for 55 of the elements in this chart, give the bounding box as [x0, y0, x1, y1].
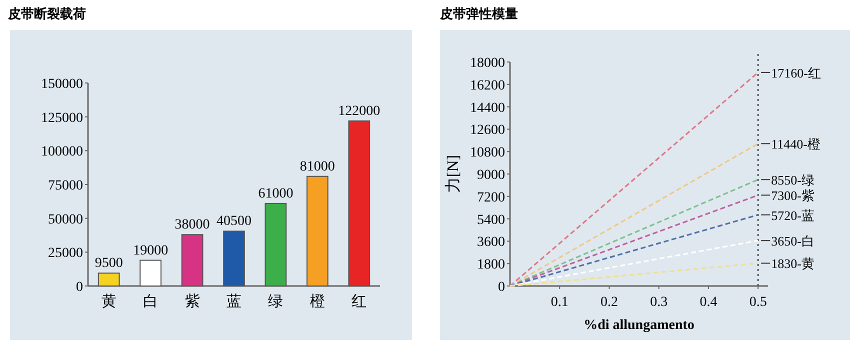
y-tick-label: 25000: [48, 246, 83, 262]
x-tick-label: 黄: [101, 293, 116, 310]
data-label: 38000: [174, 218, 210, 233]
y-tick-label: 0: [498, 280, 505, 295]
y-tick-label: 100000: [41, 144, 83, 160]
y-tick-label: 10800: [470, 146, 505, 161]
data-label: 9500: [94, 256, 123, 272]
y-tick-label: 150000: [41, 77, 83, 92]
series-label: 5720-蓝: [771, 208, 814, 223]
x-tick-label: 0.5: [749, 295, 767, 310]
bar: [140, 260, 162, 286]
x-tick-label: 白: [143, 293, 158, 310]
y-tick-label: 1800: [477, 258, 505, 273]
series-label: 1830-黄: [771, 256, 814, 272]
bar: [181, 234, 204, 286]
y-tick-label: 125000: [41, 110, 83, 126]
x-tick-label: 绿: [268, 294, 284, 310]
series-label: 17160-红: [771, 65, 821, 80]
x-tick-label: 红: [352, 293, 367, 310]
x-tick-label: 橙: [310, 293, 325, 310]
bar: [98, 272, 120, 286]
data-label: 19000: [133, 243, 168, 258]
bar: [306, 176, 328, 286]
data-label: 81000: [300, 159, 335, 174]
x-tick-label: 蓝: [226, 293, 242, 310]
data-label: 40500: [216, 214, 252, 230]
x-tick-label: 0.2: [600, 295, 618, 310]
series-label: 8550-绿: [771, 172, 814, 188]
series-label: 7300-紫: [771, 188, 814, 204]
y-tick-label: 16200: [470, 78, 505, 94]
bar: [223, 230, 245, 286]
x-tick-label: 0.3: [650, 295, 668, 310]
y-tick-label: 14400: [470, 100, 505, 116]
x-tick-label: 0.1: [550, 295, 568, 310]
y-tick-label: 5400: [477, 212, 505, 228]
y-tick-label: 18000: [470, 56, 505, 71]
x-tick-label: 0.4: [700, 295, 718, 310]
bar: [348, 120, 370, 286]
series-label: 3650-白: [771, 234, 814, 249]
y-tick-label: 3600: [477, 235, 505, 250]
chart-title: 皮带断裂载荷: [7, 6, 86, 21]
y-tick-label: 9000: [477, 168, 505, 183]
y-tick-label: 75000: [48, 178, 83, 194]
y-tick-label: 12600: [470, 123, 505, 138]
y-tick-label: 0: [76, 280, 83, 295]
y-axis-title: 力[N]: [444, 154, 462, 194]
x-axis-title: %di allungamento: [584, 318, 694, 333]
series-label: 11440-橙: [771, 136, 820, 152]
y-tick-label: 50000: [48, 212, 83, 228]
chart-title: 皮带弹性模量: [439, 6, 518, 21]
data-label: 61000: [258, 186, 294, 202]
x-tick-label: 紫: [184, 293, 200, 310]
data-label: 122000: [338, 104, 380, 119]
y-tick-label: 7200: [477, 190, 505, 206]
bar: [264, 202, 287, 286]
